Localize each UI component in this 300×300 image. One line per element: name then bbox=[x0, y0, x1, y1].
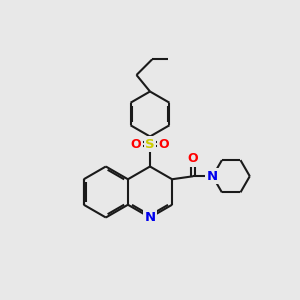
Text: O: O bbox=[130, 137, 141, 151]
Text: N: N bbox=[207, 170, 218, 183]
Text: N: N bbox=[144, 211, 156, 224]
Text: O: O bbox=[159, 137, 170, 151]
Text: O: O bbox=[188, 152, 198, 165]
Text: S: S bbox=[145, 137, 155, 151]
